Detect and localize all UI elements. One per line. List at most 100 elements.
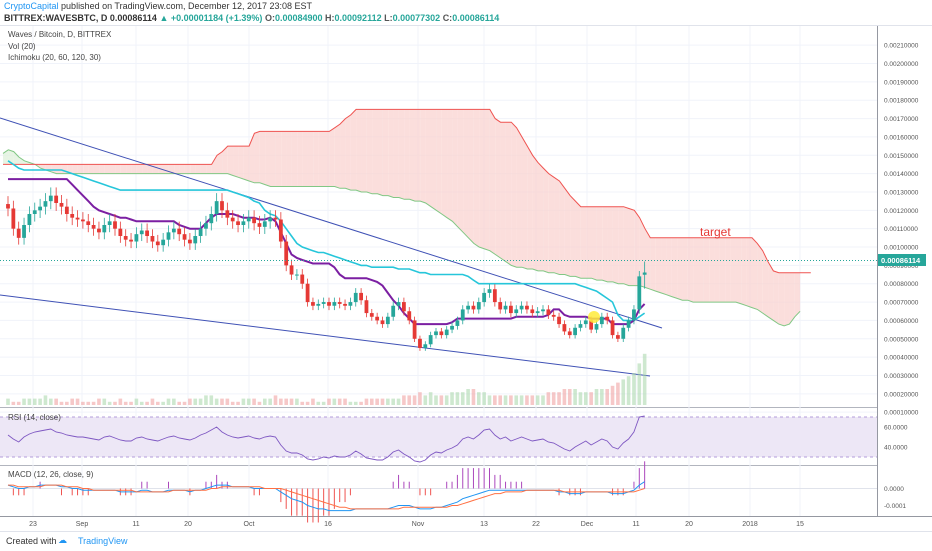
cloud-segment xyxy=(457,109,464,233)
macd-pane xyxy=(0,461,877,523)
volume-bar xyxy=(455,392,460,405)
candle-body xyxy=(59,202,64,207)
candle xyxy=(546,305,551,319)
candle xyxy=(428,331,433,348)
cloud-segment xyxy=(51,164,57,174)
cloud-segment xyxy=(735,237,742,304)
target-annotation[interactable]: target xyxy=(700,225,731,239)
volume-bar xyxy=(391,398,395,405)
candle-body xyxy=(246,217,251,222)
price-tick-label: 0.00160000 xyxy=(884,134,919,141)
rsi-legend[interactable]: RSI (14, close) xyxy=(8,413,61,422)
volume-bar xyxy=(172,398,176,405)
cloud-segment xyxy=(650,237,656,292)
upper-trendline[interactable] xyxy=(0,117,663,329)
cloud-segment xyxy=(559,180,565,275)
publish-line: CryptoCapital published on TradingView.c… xyxy=(4,1,312,11)
cloud-segment xyxy=(447,109,453,222)
candle-body xyxy=(75,217,80,220)
candle xyxy=(295,269,299,281)
volume-bar xyxy=(177,401,181,405)
cloud-segment xyxy=(414,109,421,202)
volume-bar xyxy=(428,392,433,405)
high-value: 0.00092112 xyxy=(334,13,382,23)
candle-body xyxy=(519,305,524,310)
price-change: ▲ +0.00001184 (+1.39%) xyxy=(159,13,263,23)
candle-body xyxy=(268,217,273,222)
volume-bar xyxy=(418,392,422,405)
cloud-segment xyxy=(489,109,496,255)
volume-bar xyxy=(107,401,112,405)
rsi-tick-label: 60.0000 xyxy=(884,425,908,432)
macd-legend[interactable]: MACD (12, 26, close, 9) xyxy=(8,470,94,479)
candle xyxy=(466,301,470,314)
chart-canvas[interactable]: target 0.002100000.002000000.001900000.0… xyxy=(0,0,932,531)
vol-legend[interactable]: Vol (20) xyxy=(8,42,36,51)
candle xyxy=(54,187,59,211)
volume-bar xyxy=(359,401,363,405)
candle xyxy=(134,227,139,249)
cloud-segment xyxy=(152,164,159,174)
cloud-segment xyxy=(131,164,137,174)
candle-body xyxy=(407,311,412,321)
price-axis-bg xyxy=(877,26,932,531)
candle-body xyxy=(38,206,42,211)
volume-bar xyxy=(43,395,48,405)
highlight-marker[interactable] xyxy=(588,311,600,323)
candle-body xyxy=(616,335,620,339)
candle-body xyxy=(332,302,337,306)
candle xyxy=(107,214,112,233)
candle xyxy=(246,210,251,229)
cloud-segment xyxy=(623,206,629,286)
candle-body xyxy=(412,320,417,339)
ichimoku-legend[interactable]: Ichimoku (20, 60, 120, 30) xyxy=(8,53,101,62)
candle xyxy=(214,193,219,222)
candle-body xyxy=(583,320,588,325)
author-link[interactable]: CryptoCapital xyxy=(4,1,59,11)
candle-body xyxy=(166,232,171,240)
volume-bar xyxy=(38,398,42,405)
candle xyxy=(182,227,187,247)
candle-body xyxy=(22,225,26,238)
price-tick-label: 0.00080000 xyxy=(884,281,919,288)
price-tick-label: 0.00050000 xyxy=(884,336,919,343)
candle xyxy=(262,214,267,234)
cloud-segment xyxy=(329,127,335,187)
volume-bar xyxy=(498,395,502,405)
cloud-segment xyxy=(612,206,619,284)
candle xyxy=(562,320,567,335)
volume-bar xyxy=(81,401,85,405)
cloud-segment xyxy=(126,164,132,174)
candle-body xyxy=(204,223,208,229)
cloud-segment xyxy=(580,206,587,279)
candle-body xyxy=(385,316,390,325)
candle-body xyxy=(605,316,610,321)
volume-bar xyxy=(59,401,64,405)
volume-bar xyxy=(578,392,583,405)
volume-bar xyxy=(573,389,577,405)
cloud-segment xyxy=(184,164,191,174)
volume-bar xyxy=(332,398,337,405)
candle-body xyxy=(599,316,604,325)
cloud-segment xyxy=(404,109,410,200)
volume-bar xyxy=(519,395,524,405)
cloud-segment xyxy=(388,109,394,198)
cloud-segment xyxy=(200,164,207,174)
cloud-segment xyxy=(88,164,94,174)
candle-body xyxy=(562,324,567,332)
candle xyxy=(204,215,208,236)
candle-body xyxy=(70,213,75,218)
cloud-segment xyxy=(307,131,314,187)
tradingview-brand[interactable]: TradingView xyxy=(78,536,128,546)
candle-body xyxy=(102,225,107,233)
volume-bar xyxy=(27,398,32,405)
candle-body xyxy=(369,313,374,317)
cloud-segment xyxy=(372,109,378,194)
lower-trendline[interactable] xyxy=(0,294,651,377)
cloud-segment xyxy=(548,173,555,273)
cloud-segment xyxy=(564,188,571,277)
volume-bar xyxy=(370,398,374,405)
cloud-segment xyxy=(147,164,153,174)
candle xyxy=(391,301,396,321)
candle xyxy=(369,308,374,321)
